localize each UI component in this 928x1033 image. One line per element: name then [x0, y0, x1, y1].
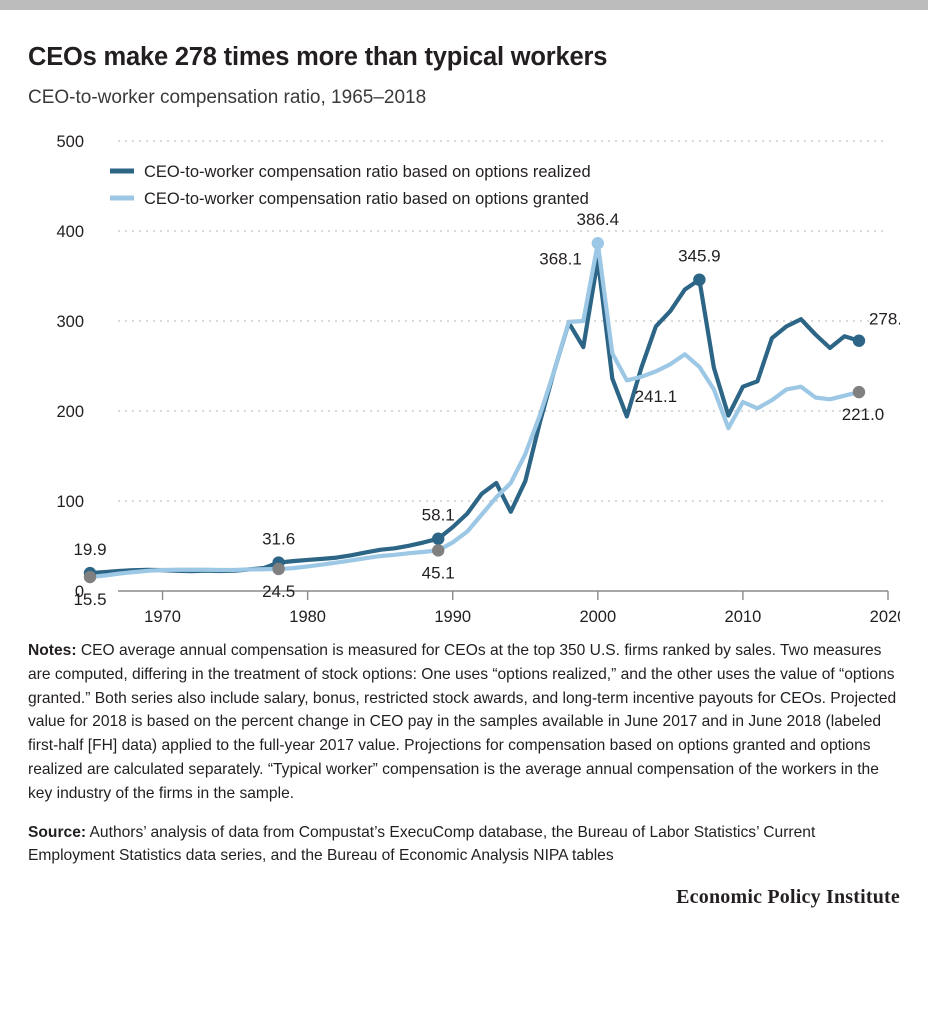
legend-label-options-realized: CEO-to-worker compensation ratio based o… — [144, 163, 591, 181]
y-axis-tick-labels: 0 100 200 300 400 500 — [56, 133, 84, 601]
point-label-241.1: 241.1 — [635, 387, 678, 406]
data-point-labels: 19.9 15.5 31.6 24.5 58.1 45.1 368.1 386.4 345.9 2… — [73, 211, 900, 610]
y-tick-400: 400 — [56, 223, 84, 241]
data-marker — [852, 334, 866, 348]
x-tick-2010: 2010 — [725, 608, 762, 626]
notes-paragraph: Notes: CEO average annual compensation i… — [28, 639, 900, 805]
notes-label: Notes: — [28, 642, 77, 660]
data-marker — [432, 532, 445, 546]
source-label: Source: — [28, 823, 87, 841]
point-label-368.1: 368.1 — [539, 250, 582, 269]
chart-container: 0 100 200 300 400 500 1970 1980 1990 2000 2010 202… — [28, 123, 900, 633]
point-label-386.4: 386.4 — [577, 211, 620, 230]
point-label-278.1: 278.1 — [869, 310, 900, 329]
page-subtitle: CEO-to-worker compensation ratio, 1965–2… — [28, 86, 427, 108]
chart-page: CEOs make 278 times more than typical wo… — [0, 42, 928, 909]
org-wordmark: Economic Policy Institute — [676, 886, 900, 909]
data-marker — [432, 544, 445, 558]
line-chart: 0 100 200 300 400 500 1970 1980 1990 2000 2010 202… — [56, 133, 900, 626]
x-axis — [118, 590, 889, 601]
y-tick-300: 300 — [56, 313, 84, 331]
data-marker — [852, 386, 866, 399]
source-body: Authors’ analysis of data from Compustat… — [28, 823, 816, 865]
data-marker — [83, 571, 97, 584]
point-label-19.9: 19.9 — [73, 540, 106, 559]
x-tick-2000: 2000 — [579, 608, 616, 626]
data-marker — [591, 237, 605, 250]
y-tick-500: 500 — [56, 133, 84, 151]
x-axis-tick-labels: 1970 1980 1990 2000 2010 2020 — [144, 608, 900, 626]
x-tick-1980: 1980 — [289, 608, 326, 626]
notes-body: CEO average annual compensation is measu… — [28, 642, 897, 802]
series-line-options-granted — [87, 241, 862, 580]
legend-label-options-granted: CEO-to-worker compensation ratio based o… — [144, 190, 589, 208]
y-tick-200: 200 — [56, 403, 84, 421]
point-label-45.1: 45.1 — [422, 564, 455, 583]
series-lines — [87, 241, 862, 580]
data-marker — [272, 563, 285, 576]
chart-legend: CEO-to-worker compensation ratio based o… — [110, 163, 591, 208]
y-tick-0: 0 — [75, 583, 84, 601]
data-point-markers — [83, 237, 866, 584]
point-label-31.6: 31.6 — [262, 530, 295, 549]
data-marker — [693, 273, 706, 287]
source-paragraph: Source: Authors’ analysis of data from C… — [28, 821, 900, 868]
x-tick-1990: 1990 — [434, 608, 471, 626]
x-tick-1970: 1970 — [144, 608, 181, 626]
top-accent-bar — [0, 0, 928, 10]
point-label-345.9: 345.9 — [678, 247, 721, 266]
point-label-221.0: 221.0 — [842, 405, 885, 424]
page-title: CEOs make 278 times more than typical wo… — [28, 43, 608, 71]
x-tick-2020: 2020 — [870, 608, 900, 626]
point-label-24.5: 24.5 — [262, 582, 295, 601]
point-label-15.5: 15.5 — [73, 590, 106, 609]
y-tick-100: 100 — [56, 493, 84, 511]
point-label-58.1: 58.1 — [422, 506, 455, 525]
